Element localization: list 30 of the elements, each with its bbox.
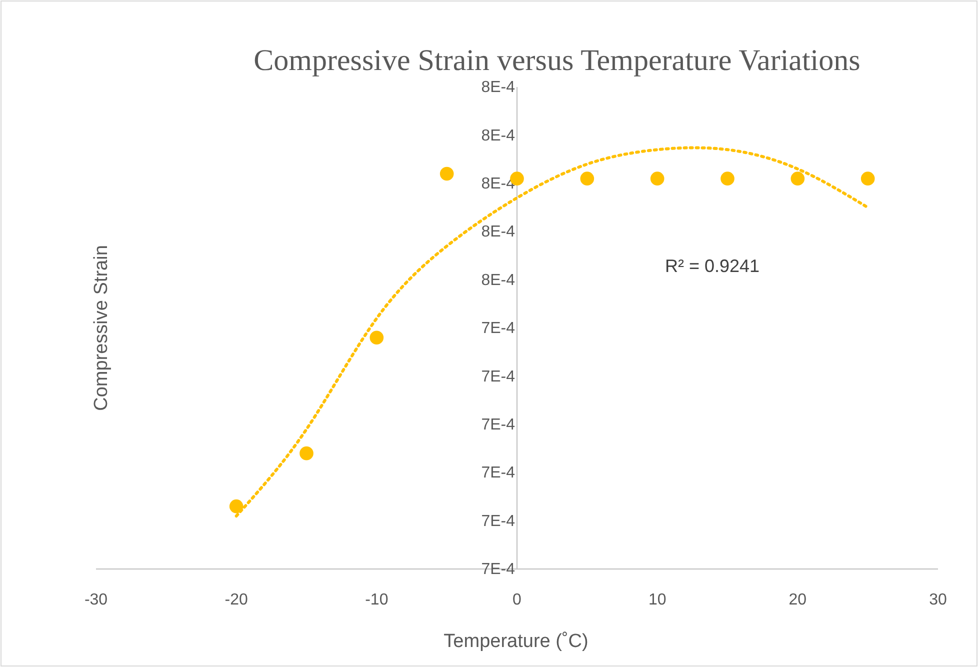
x-tick-label: -20 <box>224 591 248 608</box>
y-tick-label: 8E-4 <box>481 79 516 96</box>
point <box>300 446 314 460</box>
x-tick-label: 0 <box>512 591 522 608</box>
chart-title: Compressive Strain versus Temperature Variations <box>254 44 860 77</box>
x-tick-label: -30 <box>84 591 108 608</box>
x-tick-label: 30 <box>929 591 947 608</box>
y-tick-label: 7E-4 <box>481 368 516 386</box>
y-tick-label: 8E-4 <box>481 224 516 241</box>
point <box>580 172 594 186</box>
point <box>720 172 734 186</box>
point <box>229 499 244 514</box>
point <box>440 166 454 181</box>
annotation: R² = 0.9241 <box>665 256 760 276</box>
y-tick-label: 8E-4 <box>481 272 516 289</box>
y-tick-label: 7E-4 <box>481 512 516 530</box>
point <box>860 172 875 186</box>
point <box>370 330 384 345</box>
y-axis-title: Compressive Strain <box>91 245 112 411</box>
x-tick-label: 10 <box>648 591 666 608</box>
y-tick-label: 7E-4 <box>481 416 516 434</box>
x-axis-title: Temperature (˚C) <box>444 631 588 652</box>
y-tick-label: 7E-4 <box>481 561 516 578</box>
x-tick-label: 20 <box>788 591 807 608</box>
x-tick-label: -10 <box>365 591 388 608</box>
y-tick-label: 8E-4 <box>481 127 516 144</box>
point <box>790 172 805 186</box>
y-tick-label: 7E-4 <box>481 320 516 338</box>
point <box>650 172 664 186</box>
y-tick-label: 7E-4 <box>481 464 516 482</box>
